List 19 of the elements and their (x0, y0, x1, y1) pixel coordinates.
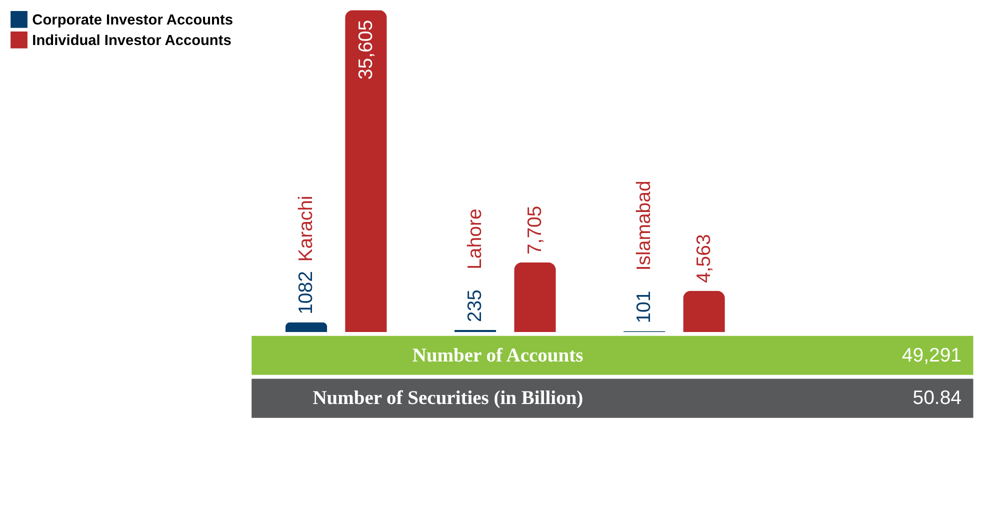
text: 50.84 (912, 387, 962, 410)
data-label: 101 (633, 290, 656, 324)
bar (345, 10, 387, 332)
bar (514, 262, 556, 332)
bar (285, 322, 328, 332)
bar (683, 290, 725, 332)
text: Number of Securities (in Billion) (312, 388, 584, 410)
data-label: 7,705 (524, 206, 546, 255)
text: Number of Accounts (412, 345, 584, 366)
data-label: 35,605 (354, 20, 377, 80)
data-label: 235 (464, 289, 486, 322)
x-tick-label: Islamabad (633, 180, 656, 271)
data-label: 4,563 (692, 234, 715, 283)
legend-label: Individual Investor Accounts (32, 32, 232, 49)
legend-label: Corporate Investor Accounts (32, 12, 233, 28)
text: 49,291 (902, 344, 962, 366)
data-label: 1082 (295, 271, 318, 314)
x-tick-label: Karachi (295, 196, 318, 262)
x-tick-label: Lahore (464, 208, 486, 270)
